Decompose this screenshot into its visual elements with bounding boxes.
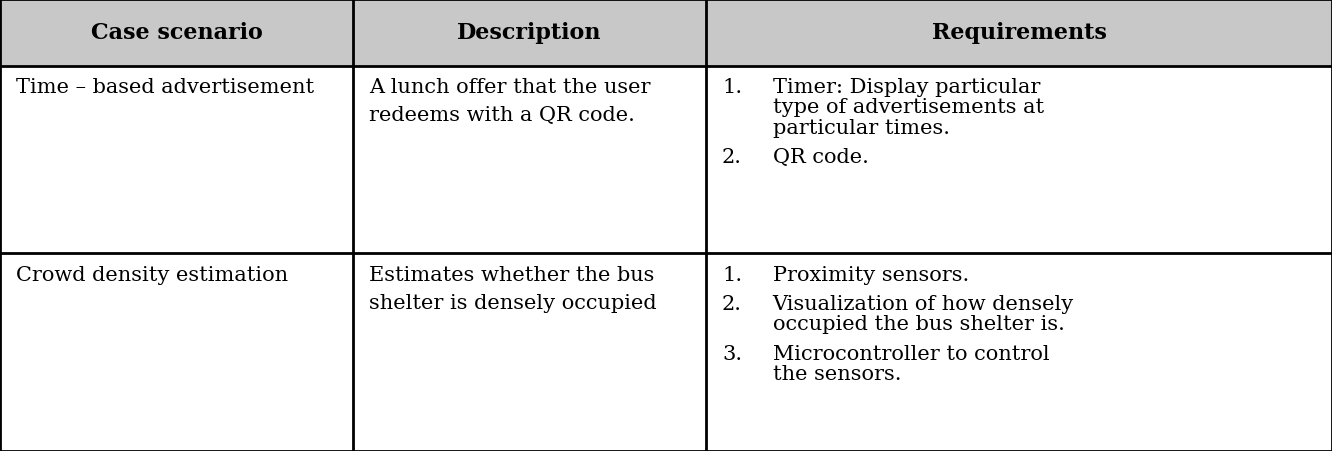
Bar [0,0,353,67]
Text: Timer: Display particular: Timer: Display particular [773,78,1040,97]
Text: Case scenario: Case scenario [91,23,262,44]
Text: Estimates whether the bus
shelter is densely occupied: Estimates whether the bus shelter is den… [369,265,657,312]
Text: 2.: 2. [722,295,742,313]
Bar [353,0,706,67]
Text: Proximity sensors.: Proximity sensors. [773,265,968,284]
Text: Crowd density estimation: Crowd density estimation [16,265,288,284]
Text: 3.: 3. [722,344,742,363]
Text: particular times.: particular times. [773,119,950,138]
Text: A lunch offer that the user
redeems with a QR code.: A lunch offer that the user redeems with… [369,78,650,125]
Text: Requirements: Requirements [931,23,1107,44]
Bar [706,254,1332,451]
Text: Description: Description [457,23,602,44]
Text: Time – based advertisement: Time – based advertisement [16,78,314,97]
Text: 1.: 1. [722,78,742,97]
Bar [353,254,706,451]
Text: occupied the bus shelter is.: occupied the bus shelter is. [773,315,1064,334]
Text: QR code.: QR code. [773,148,868,167]
Text: the sensors.: the sensors. [773,364,900,383]
Bar [353,67,706,254]
Bar [0,67,353,254]
Text: Visualization of how densely: Visualization of how densely [773,295,1074,313]
Text: type of advertisements at: type of advertisements at [773,98,1044,117]
Text: 2.: 2. [722,148,742,167]
Text: 1.: 1. [722,265,742,284]
Text: Microcontroller to control: Microcontroller to control [773,344,1050,363]
Bar [706,0,1332,67]
Bar [706,67,1332,254]
Bar [0,254,353,451]
